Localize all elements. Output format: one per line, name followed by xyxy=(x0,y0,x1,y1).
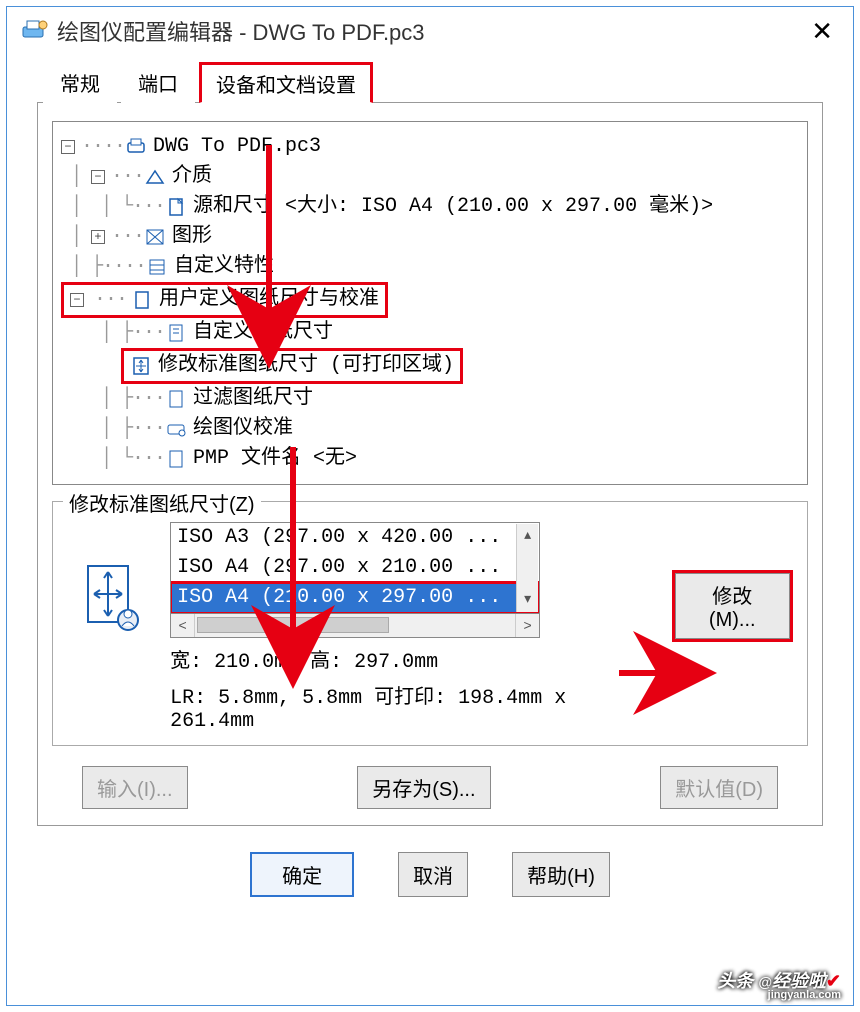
tab-device-settings[interactable]: 设备和文档设置 xyxy=(199,62,373,103)
tree-filter-paper[interactable]: │├··· 过滤图纸尺寸 xyxy=(61,384,799,414)
group-label: 修改标准图纸尺寸(Z) xyxy=(63,488,261,517)
tree-label: 源和尺寸 <大小: ISO A4 (210.00 x 297.00 毫米)> xyxy=(193,192,713,222)
watermark: 头条 @经验啦✔ jingyanla.com xyxy=(717,967,841,1001)
scroll-right-icon[interactable]: > xyxy=(515,614,539,637)
ok-button[interactable]: 确定 xyxy=(250,852,354,897)
tab-bar: 常规 端口 设备和文档设置 xyxy=(7,61,853,103)
titlebar: 绘图仪配置编辑器 - DWG To PDF.pc3 ✕ xyxy=(7,7,853,61)
default-button[interactable]: 默认值(D) xyxy=(660,766,778,809)
scroll-down-icon[interactable]: ▾ xyxy=(517,588,538,612)
tree-graphics[interactable]: │+··· 图形 xyxy=(61,222,799,252)
tree-label: 修改标准图纸尺寸 (可打印区域) xyxy=(158,351,454,381)
plotter-cal-icon xyxy=(165,419,187,439)
tree-user-paper[interactable]: −··· 用户定义图纸尺寸与校准 xyxy=(61,282,799,318)
paper-width-height: 宽: 210.0mm 高: 297.0mm xyxy=(170,644,657,674)
tab-port[interactable]: 端口 xyxy=(121,61,195,103)
collapse-icon[interactable]: − xyxy=(70,293,84,307)
tab-panel: −···· DWG To PDF.pc3 │−··· 介质 ││└··· 源和尺… xyxy=(37,103,823,826)
dialog-window: 绘图仪配置编辑器 - DWG To PDF.pc3 ✕ 常规 端口 设备和文档设… xyxy=(6,6,854,1006)
expand-icon[interactable]: + xyxy=(91,230,105,244)
tree-label: PMP 文件名 <无> xyxy=(193,444,357,474)
tree-label: 过滤图纸尺寸 xyxy=(193,384,313,414)
tree-label: 自定义图纸尺寸 xyxy=(193,318,333,348)
plotter-icon xyxy=(21,19,49,43)
tree-source[interactable]: ││└··· 源和尺寸 <大小: ISO A4 (210.00 x 297.00… xyxy=(61,192,799,222)
tree-label: 图形 xyxy=(172,222,212,252)
tree-std-paper[interactable]: 修改标准图纸尺寸 (可打印区域) xyxy=(61,348,799,384)
scroll-thumb[interactable] xyxy=(197,617,389,633)
cancel-button[interactable]: 取消 xyxy=(398,852,468,897)
paper-printable: LR: 5.8mm, 5.8mm 可打印: 198.4mm x 261.4mm xyxy=(170,680,657,733)
page-icon xyxy=(165,389,187,409)
page-icon xyxy=(165,197,187,217)
tree-label: 介质 xyxy=(172,162,212,192)
tree-pmp-file[interactable]: │└··· PMP 文件名 <无> xyxy=(61,444,799,474)
paper-size-icon xyxy=(67,522,156,641)
modify-button[interactable]: 修改(M)... xyxy=(675,573,790,639)
page-icon xyxy=(165,323,187,343)
import-button[interactable]: 输入(I)... xyxy=(82,766,188,809)
tree-plotter-cal[interactable]: │├··· 绘图仪校准 xyxy=(61,414,799,444)
paper-size-list[interactable]: ISO A3 (297.00 x 420.00 ... ISO A4 (297.… xyxy=(170,522,540,614)
tree-label: 绘图仪校准 xyxy=(193,414,293,444)
media-icon xyxy=(144,167,166,187)
graphics-icon xyxy=(144,227,166,247)
list-item[interactable]: ISO A4 (297.00 x 210.00 ... xyxy=(171,553,539,583)
collapse-icon[interactable]: − xyxy=(61,140,75,154)
props-icon xyxy=(146,257,168,277)
scrollbar-vertical[interactable]: ▴ ▾ xyxy=(516,524,538,612)
tree-custom-props[interactable]: │├···· 自定义特性 xyxy=(61,252,799,282)
printer-icon xyxy=(125,137,147,157)
resize-page-icon xyxy=(130,356,152,376)
list-item-selected[interactable]: ISO A4 (210.00 x 297.00 ... xyxy=(171,583,539,613)
settings-tree[interactable]: −···· DWG To PDF.pc3 │−··· 介质 ││└··· 源和尺… xyxy=(52,121,808,485)
scroll-track[interactable] xyxy=(195,614,515,637)
dialog-button-row: 确定 取消 帮助(H) xyxy=(7,826,853,907)
tree-root[interactable]: −···· DWG To PDF.pc3 xyxy=(61,132,799,162)
page-icon xyxy=(131,290,153,310)
tree-label: DWG To PDF.pc3 xyxy=(153,132,321,162)
modify-std-paper-group: 修改标准图纸尺寸(Z) ISO A3 (297.00 x xyxy=(52,501,808,746)
tab-general[interactable]: 常规 xyxy=(43,61,117,103)
close-button[interactable]: ✕ xyxy=(805,20,839,42)
help-button[interactable]: 帮助(H) xyxy=(512,852,610,897)
tree-label: 用户定义图纸尺寸与校准 xyxy=(159,285,379,315)
action-button-row: 输入(I)... 另存为(S)... 默认值(D) xyxy=(52,746,808,809)
save-as-button[interactable]: 另存为(S)... xyxy=(357,766,490,809)
scroll-left-icon[interactable]: < xyxy=(171,614,195,637)
tree-custom-paper[interactable]: │├··· 自定义图纸尺寸 xyxy=(61,318,799,348)
scrollbar-horizontal[interactable]: < > xyxy=(170,614,540,638)
tree-label: 自定义特性 xyxy=(174,252,274,282)
tree-media[interactable]: │−··· 介质 xyxy=(61,162,799,192)
list-item[interactable]: ISO A3 (297.00 x 420.00 ... xyxy=(171,523,539,553)
collapse-icon[interactable]: − xyxy=(91,170,105,184)
window-title: 绘图仪配置编辑器 - DWG To PDF.pc3 xyxy=(57,15,425,47)
scroll-up-icon[interactable]: ▴ xyxy=(517,524,538,548)
file-icon xyxy=(165,449,187,469)
